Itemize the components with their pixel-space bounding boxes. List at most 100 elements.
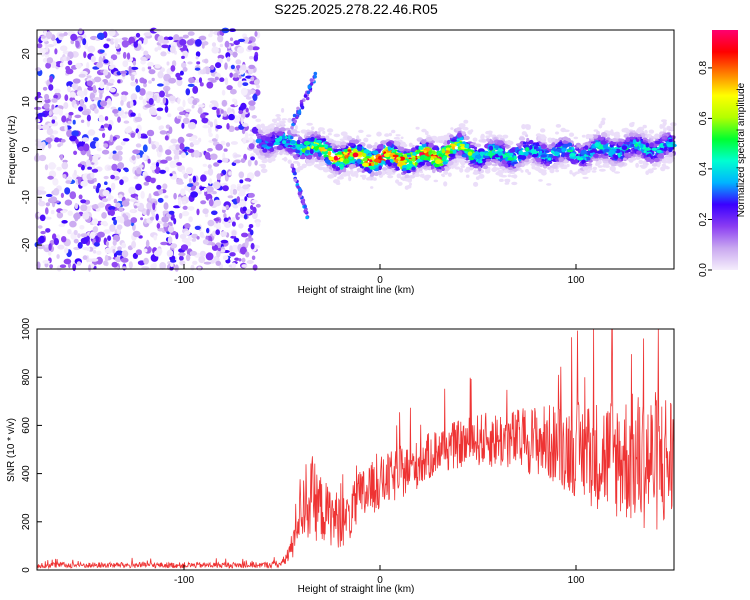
spectrogram-point	[497, 169, 505, 174]
spectrogram-point	[614, 131, 620, 136]
spectrogram-point	[37, 186, 45, 191]
snr-y-tick-label: 600	[21, 417, 32, 434]
spectrogram-point	[82, 255, 88, 260]
spectrogram-point	[610, 141, 614, 145]
snr-y-ticks: 0 200 400 600 800 1000	[21, 317, 42, 573]
spectrogram-point	[143, 32, 152, 37]
colorbar-tick-label: 0.0	[698, 263, 709, 277]
spectrogram-point	[132, 60, 137, 66]
spectrogram-point	[77, 242, 83, 249]
spectrogram-point	[167, 236, 173, 244]
spectrogram-point	[38, 196, 42, 202]
spectrogram-point	[373, 159, 381, 163]
spectrogram-point	[631, 157, 637, 161]
spectrogram-point	[494, 162, 498, 166]
spectrogram-point	[551, 137, 556, 142]
spectrogram-point	[592, 134, 599, 139]
spectrogram-point	[593, 153, 599, 158]
spectrogram-point	[381, 167, 388, 171]
spectrogram-point	[645, 142, 649, 148]
spectrogram-point	[328, 157, 333, 161]
spectrogram-point	[507, 157, 514, 161]
spectrogram-point	[221, 89, 226, 96]
spectrogram-point	[250, 205, 254, 210]
spectrogram-point	[202, 208, 209, 215]
spectrogram-point	[222, 157, 229, 163]
spectrogram-point	[260, 153, 266, 156]
spectrogram-point	[265, 136, 272, 142]
spectrogram-point	[487, 151, 495, 157]
spectrogram-point	[110, 245, 117, 250]
spectrogram-point	[232, 204, 239, 209]
spectrogram-point	[427, 166, 432, 171]
spectrogram-point	[136, 167, 142, 175]
spectrogram-point	[105, 85, 109, 91]
spectrogram-point	[411, 147, 417, 152]
spectrogram-point	[587, 134, 594, 139]
spectrogram-point	[222, 255, 229, 261]
spectrogram-point	[86, 61, 90, 70]
spectrogram-point	[303, 141, 311, 146]
snr-y-tick-label: 1000	[21, 317, 32, 340]
spectrogram-point	[144, 104, 152, 108]
spectrogram-point	[636, 150, 642, 154]
spectrogram-point	[124, 127, 133, 133]
spectrogram-point	[371, 162, 375, 167]
spectrogram-point	[409, 182, 412, 186]
spectrogram-point	[67, 229, 72, 235]
spectrogram-point	[623, 157, 628, 161]
spectrogram-point	[131, 240, 137, 249]
spectrogram-point	[313, 152, 319, 157]
spectrogram-point	[479, 151, 485, 156]
spectrogram-point	[173, 192, 177, 200]
spectrogram-point	[513, 155, 517, 160]
spectrogram-point	[482, 155, 490, 159]
spectrogram-point	[486, 138, 490, 142]
spectrogram-point	[368, 163, 372, 167]
spectrogram-point	[266, 125, 271, 130]
spectrogram-point	[162, 183, 168, 190]
spectrogram-point	[230, 235, 237, 239]
spectrogram-point	[256, 84, 260, 89]
spectrogram-point	[80, 199, 87, 204]
spectrogram-point	[148, 80, 152, 84]
spectrogram-point	[252, 93, 258, 102]
spectrogram-point	[89, 104, 94, 110]
spectrogram-point	[327, 151, 332, 156]
spectrogram-point	[147, 91, 154, 96]
spectrogram-point	[408, 175, 416, 179]
spectrogram-point	[120, 114, 128, 119]
spectrogram-point	[395, 134, 401, 137]
spectrogram-point	[207, 168, 214, 176]
spectrogram-point	[230, 64, 235, 70]
spectrogram-point	[358, 163, 363, 167]
spectrogram-point	[186, 133, 194, 138]
spectrogram-point	[243, 213, 248, 220]
spectrogram-point	[387, 162, 392, 167]
spectrogram-point	[178, 252, 186, 257]
spectrogram-point	[101, 212, 107, 219]
spectrogram-point	[62, 159, 68, 163]
spectrogram-point	[470, 129, 474, 133]
spectrogram-point	[119, 216, 125, 224]
spectrogram-point	[555, 144, 561, 148]
spectrogram-point	[353, 148, 357, 152]
spectrogram-point	[299, 137, 303, 143]
spectrogram-point	[479, 160, 483, 164]
spectrogram-point	[616, 163, 623, 167]
spectrogram-point	[162, 210, 168, 214]
snr-x-ticks: -100 0 100	[174, 565, 585, 586]
spectrogram-point	[238, 74, 242, 79]
spectrogram-point	[400, 143, 408, 148]
spectrogram-point	[247, 192, 255, 198]
spectrogram-point	[52, 178, 59, 186]
spectrogram-point	[37, 225, 43, 229]
spectrogram-point	[135, 249, 142, 256]
spectrogram-point	[291, 133, 298, 137]
spectrogram-point	[340, 131, 348, 136]
spectrogram-point	[463, 135, 470, 141]
spectrogram-point	[569, 153, 576, 157]
spectrogram-point	[130, 66, 139, 70]
spectrogram-point	[546, 183, 552, 186]
